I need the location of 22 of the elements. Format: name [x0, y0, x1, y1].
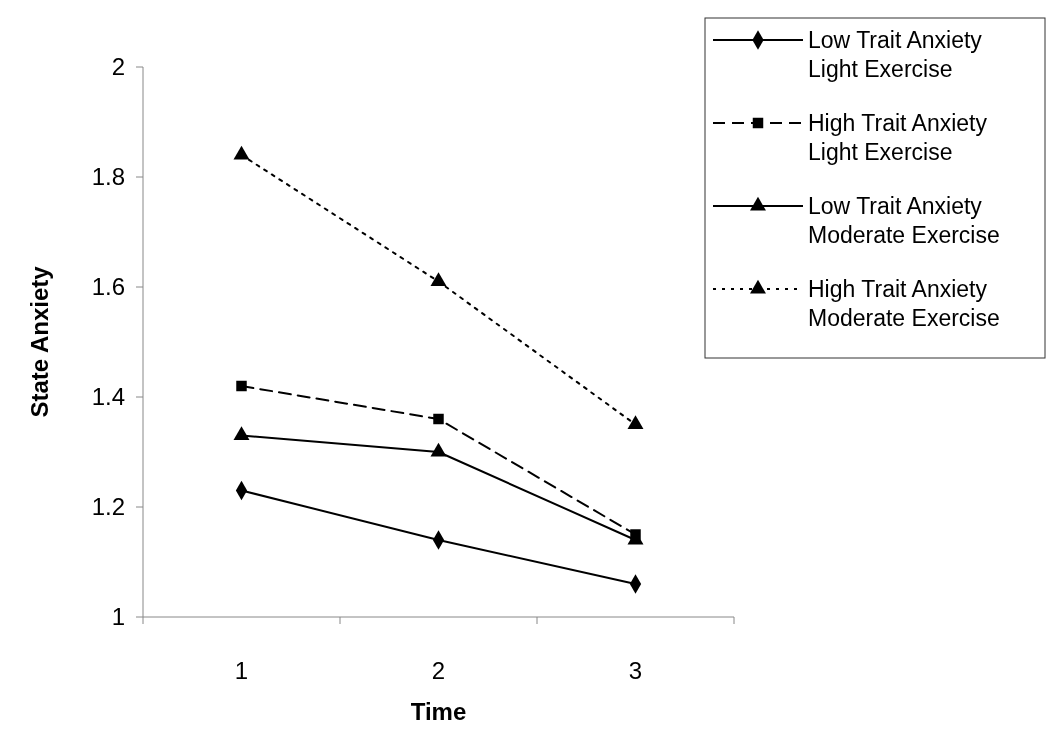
point	[433, 413, 444, 425]
y-tick-label: 1	[111, 603, 125, 631]
y-tick-label: 2	[111, 53, 125, 81]
point	[233, 426, 250, 441]
y-tick-label: 1.2	[91, 493, 125, 521]
x-tick-label: 2	[431, 657, 446, 684]
x-axis-title: Time	[410, 698, 467, 725]
legend-label: Low Trait Anxiety Light Exercise	[808, 27, 983, 82]
x-tick-label: 1	[234, 657, 249, 684]
point	[430, 272, 447, 287]
point	[627, 415, 644, 430]
y-axis-title: State Anxiety	[26, 265, 53, 418]
y-tick-label: 1.4	[91, 383, 125, 411]
y-tick-label: 1.6	[91, 273, 125, 301]
legend-label: Low Trait Anxiety Moderate Exercise	[808, 193, 1000, 248]
legend-label: High Trait Anxiety Moderate Exercise	[808, 276, 1000, 331]
point	[236, 380, 247, 392]
y-tick-label: 1.8	[91, 163, 125, 191]
point	[430, 442, 447, 457]
point	[233, 145, 250, 160]
x-tick-label: 3	[628, 657, 643, 684]
legend-label: High Trait Anxiety Light Exercise	[808, 110, 988, 165]
